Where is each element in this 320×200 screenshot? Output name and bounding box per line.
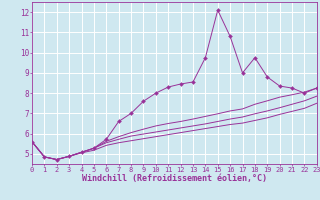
- X-axis label: Windchill (Refroidissement éolien,°C): Windchill (Refroidissement éolien,°C): [82, 174, 267, 183]
